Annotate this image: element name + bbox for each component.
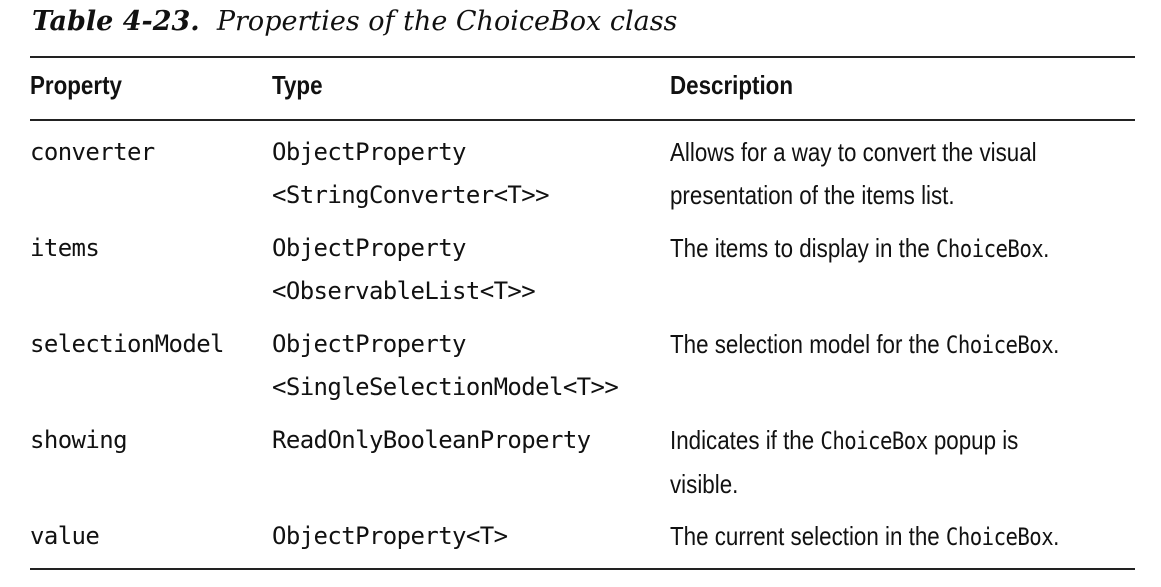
property-description: Allows for a way to convert the visual p… bbox=[670, 137, 1037, 210]
property-description: The current selection in the ChoiceBox. bbox=[670, 521, 1060, 551]
property-description: The selection model for the ChoiceBox. bbox=[670, 329, 1060, 359]
table-title: Properties of the ChoiceBox class bbox=[216, 6, 678, 37]
property-type: ObjectProperty<T> bbox=[272, 522, 508, 550]
header-description: Description bbox=[670, 70, 794, 100]
inline-code: ChoiceBox bbox=[945, 523, 1054, 551]
property-type: ReadOnlyBooleanProperty bbox=[272, 426, 591, 454]
property-name: showing bbox=[30, 426, 128, 454]
inline-code: ChoiceBox bbox=[935, 235, 1044, 263]
inline-code: ChoiceBox bbox=[945, 331, 1054, 359]
table-number: Table 4-23. bbox=[32, 6, 200, 37]
table-top-rule bbox=[30, 56, 1135, 58]
property-type: ObjectProperty <SingleSelectionModel<T>> bbox=[272, 330, 619, 401]
table-bottom-rule bbox=[30, 568, 1135, 570]
property-name: converter bbox=[30, 138, 155, 166]
property-description: The items to display in the ChoiceBox. bbox=[670, 233, 1050, 263]
property-name: selectionModel bbox=[30, 330, 224, 358]
header-property: Property bbox=[30, 70, 122, 100]
property-description: Indicates if the ChoiceBox popup is visi… bbox=[670, 425, 1019, 499]
header-rule bbox=[30, 119, 1135, 121]
header-type: Type bbox=[272, 70, 323, 100]
table-caption: Table 4-23. Properties of the ChoiceBox … bbox=[32, 6, 677, 37]
inline-code: ChoiceBox bbox=[820, 427, 928, 455]
property-name: value bbox=[30, 522, 100, 550]
property-type: ObjectProperty <StringConverter<T>> bbox=[272, 138, 550, 209]
property-name: items bbox=[30, 234, 100, 262]
property-type: ObjectProperty <ObservableList<T>> bbox=[272, 234, 536, 305]
